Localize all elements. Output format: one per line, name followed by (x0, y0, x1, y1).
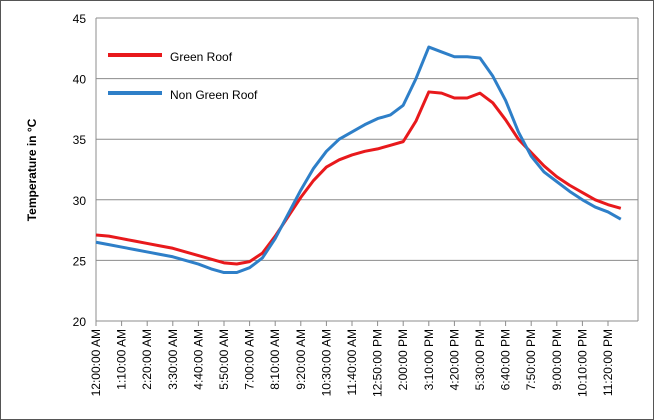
y-axis-label: Temperature in °C (25, 118, 39, 221)
x-tick-label: 4:20:00 PM (447, 329, 461, 390)
series-line (95, 90, 622, 266)
x-tick-label: 8:10:00 AM (268, 329, 282, 390)
x-tick-label: 3:30:00 AM (166, 329, 180, 390)
x-tick-label: 7:00:00 AM (243, 329, 257, 390)
x-tick-label: 3:10:00 PM (422, 329, 436, 390)
y-tick-label: 35 (73, 133, 87, 147)
x-tick-label: 10:10:00 PM (575, 329, 589, 397)
x-tick-label: 1:10:00 AM (115, 329, 129, 390)
y-tick-label: 40 (73, 73, 87, 87)
x-tick-label: 11:40:00 AM (345, 329, 359, 396)
y-tick-label: 20 (73, 315, 87, 329)
x-tick-label: 12:00:00 AM (89, 329, 103, 396)
legend-label: Non Green Roof (170, 88, 258, 102)
y-tick-label: 45 (73, 12, 87, 26)
x-tick-label: 9:20:00 AM (294, 329, 308, 390)
x-tick-label: 9:00:00 PM (550, 329, 564, 390)
series-line (95, 45, 622, 275)
x-tick-label: 12:50:00 PM (371, 329, 385, 397)
x-tick-label: 6:40:00 PM (499, 329, 513, 390)
x-tick-label: 2:20:00 AM (140, 329, 154, 390)
x-tick-label: 5:50:00 AM (217, 329, 231, 390)
x-tick-label: 5:30:00 PM (473, 329, 487, 390)
y-tick-label: 30 (73, 194, 87, 208)
y-tick-label: 25 (73, 254, 87, 268)
x-tick-label: 10:30:00 AM (319, 329, 333, 396)
x-tick-label: 2:00:00 PM (396, 329, 410, 390)
x-tick-label: 7:50:00 PM (524, 329, 538, 390)
legend-label: Green Roof (170, 50, 233, 64)
x-tick-label: 4:40:00 AM (191, 329, 205, 390)
x-tick-label: 11:20:00 PM (601, 329, 615, 396)
